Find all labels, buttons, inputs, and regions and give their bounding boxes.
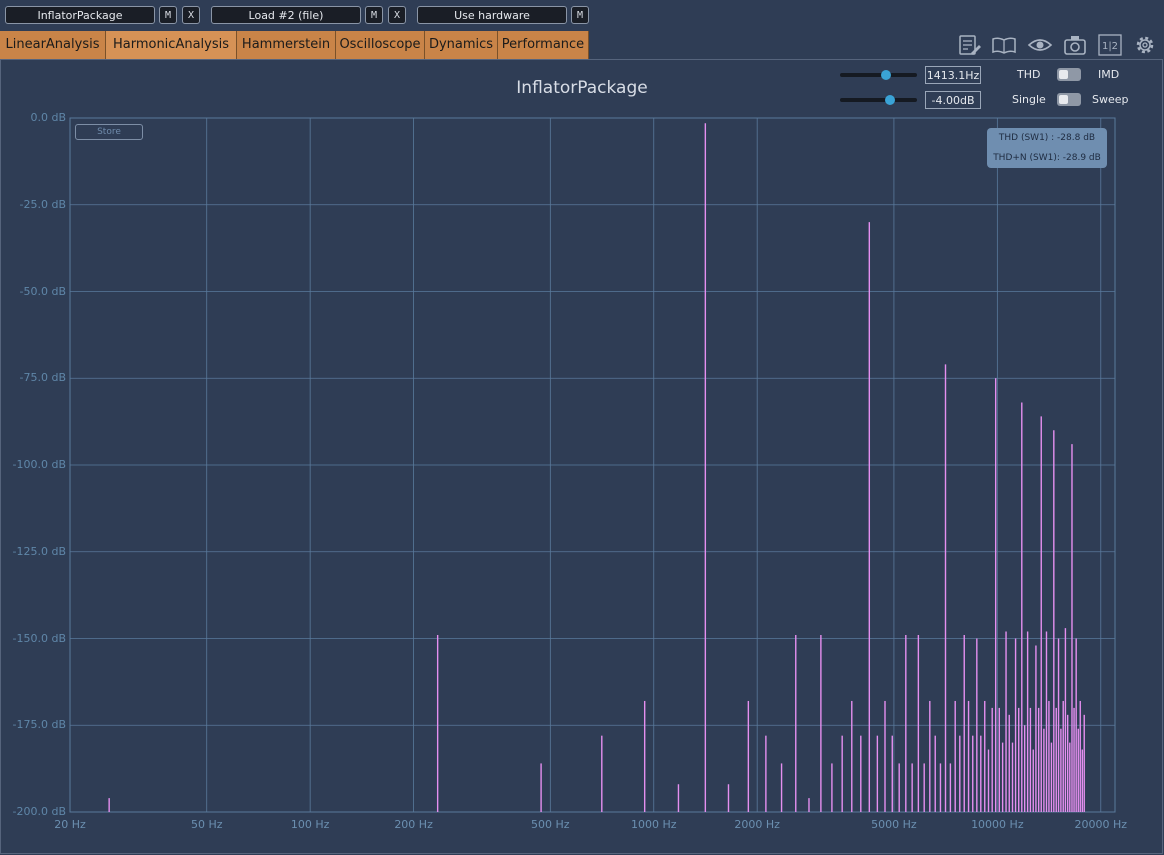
slot3-selector[interactable]: Use hardware — [417, 6, 567, 24]
thd-readout-box: THD (SW1) : -28.8 dB THD+N (SW1): -28.9 … — [987, 128, 1107, 168]
tab-oscilloscope[interactable]: Oscilloscope — [336, 31, 425, 59]
x-tick-label: 1000 Hz — [630, 818, 677, 831]
tab-dynamics[interactable]: Dynamics — [425, 31, 498, 59]
thd-readout: THD (SW1) : -28.8 dB — [998, 133, 1096, 143]
slot1-mute-button[interactable]: M — [159, 6, 177, 24]
level-value-field[interactable]: -4.00dB — [925, 91, 981, 109]
gear-icon[interactable] — [1132, 33, 1158, 57]
level-slider[interactable] — [840, 98, 917, 102]
x-tick-label: 100 Hz — [290, 818, 330, 831]
slot2-selector[interactable]: Load #2 (file) — [211, 6, 361, 24]
sweep-label: Sweep — [1092, 93, 1129, 106]
notes-icon[interactable] — [956, 33, 982, 57]
thd-imd-toggle[interactable] — [1057, 68, 1081, 81]
y-tick-label: -125.0 dB — [12, 544, 67, 558]
x-tick-label: 200 Hz — [394, 818, 433, 831]
tab-linear-analysis[interactable]: LinearAnalysis — [0, 31, 106, 59]
slot3-mute-button[interactable]: M — [571, 6, 589, 24]
store-button[interactable]: Store — [75, 124, 143, 140]
y-tick-label: -175.0 dB — [12, 718, 67, 732]
book-icon[interactable] — [991, 33, 1017, 57]
slot1-close-button[interactable]: X — [182, 6, 200, 24]
frequency-value-field[interactable]: 1413.1Hz — [925, 66, 981, 84]
thdn-readout: THD+N (SW1): -28.9 dB — [993, 153, 1101, 163]
x-tick-label: 20000 Hz — [1074, 818, 1128, 831]
tab-performance[interactable]: Performance — [498, 31, 589, 59]
tab-hammerstein[interactable]: Hammerstein — [237, 31, 336, 59]
y-tick-label: 0.0 dB — [30, 111, 66, 124]
y-tick-label: -50.0 dB — [19, 284, 67, 298]
analysis-panel — [0, 59, 1163, 854]
y-tick-label: -200.0 dB — [12, 805, 67, 818]
slot1-selector[interactable]: InflatorPackage — [5, 6, 155, 24]
x-tick-label: 50 Hz — [190, 818, 223, 831]
x-tick-label: 500 Hz — [531, 818, 570, 831]
frequency-slider[interactable] — [840, 73, 917, 77]
slot2-close-button[interactable]: X — [388, 6, 406, 24]
y-tick-label: -75.0 dB — [19, 371, 67, 385]
thd-label: THD — [1017, 68, 1041, 81]
camera-icon[interactable] — [1062, 33, 1088, 57]
single-sweep-toggle[interactable] — [1057, 93, 1081, 106]
eye-icon[interactable] — [1027, 33, 1053, 57]
y-tick-label: -100.0 dB — [12, 458, 67, 471]
plot-title: InflatorPackage — [516, 78, 648, 98]
imd-label: IMD — [1098, 68, 1120, 81]
slot2-mute-button[interactable]: M — [365, 6, 383, 24]
x-tick-label: 10000 Hz — [971, 818, 1024, 831]
level-slider-knob[interactable] — [885, 95, 896, 105]
x-tick-label: 2000 Hz — [734, 818, 780, 831]
split-1-2-icon[interactable]: 1|2 — [1097, 33, 1123, 57]
tab-harmonic-analysis[interactable]: HarmonicAnalysis — [106, 31, 237, 59]
single-label: Single — [1012, 93, 1046, 106]
frequency-slider-knob[interactable] — [881, 70, 892, 80]
y-tick-label: -25.0 dB — [19, 197, 67, 211]
svg-text:1|2: 1|2 — [1102, 41, 1118, 52]
x-tick-label: 5000 Hz — [871, 818, 917, 831]
x-tick-label: 20 Hz — [54, 818, 86, 831]
y-tick-label: -150.0 dB — [12, 631, 67, 645]
